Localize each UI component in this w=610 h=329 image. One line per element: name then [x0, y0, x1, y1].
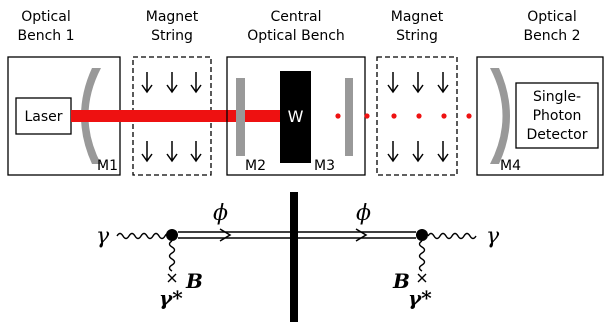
photon-in-label: γ — [96, 224, 110, 249]
mirror-m2 — [236, 78, 245, 156]
axion-arrow-left-icon — [219, 228, 232, 242]
left-vertex — [166, 229, 178, 241]
field-arrow-icon — [387, 72, 399, 94]
laser-beam — [71, 110, 284, 122]
optical-bench-1-title-line1: Optical — [21, 9, 70, 25]
detector-box — [515, 82, 599, 149]
field-right-label: B — [392, 269, 410, 293]
wall — [280, 71, 311, 163]
field-arrow-icon — [387, 141, 399, 163]
mirror-m1 — [81, 68, 101, 164]
mirror-m2-label: M2 — [245, 158, 266, 174]
axion-arrow-right-icon — [355, 228, 368, 242]
field-arrow-icon — [141, 141, 153, 163]
magnet-string-1-title-line1: Magnet — [146, 9, 199, 25]
optical-bench-2-title-line2: Bench 2 — [523, 28, 580, 44]
magnet-string-2 — [364, 56, 472, 176]
outgoing-photon-line — [427, 232, 477, 240]
wall-label: W — [288, 107, 304, 126]
mirror-m4 — [490, 68, 510, 164]
field-left-label: B — [185, 269, 203, 293]
right-virtual-photon-line — [418, 240, 426, 272]
photon-out-label: γ — [486, 224, 500, 249]
feynman-diagram: γ B γ* ϕ ϕ γ B γ* — [96, 192, 500, 322]
regenerated-photon-dot — [391, 113, 397, 119]
field-arrow-icon — [412, 72, 424, 94]
field-arrow-icon — [141, 72, 153, 94]
optical-bench-1: Laser M1 — [7, 56, 121, 176]
detector-label-line3: Detector — [526, 127, 587, 143]
central-optical-bench: M2 W M3 — [226, 56, 366, 176]
magnet-string-1-title-line2: String — [151, 28, 193, 44]
laser-box — [15, 97, 72, 135]
axion-right-label: ϕ — [356, 201, 371, 226]
magnet-string-2-title-line1: Magnet — [391, 9, 444, 25]
detector-label-line1: Single- — [533, 89, 581, 105]
magnet-string-2-arrows — [387, 72, 449, 163]
central-bench-title-line2: Optical Bench — [247, 28, 345, 44]
virtual-photon-right-label: γ* — [408, 286, 432, 310]
mirror-m4-label: M4 — [500, 158, 521, 174]
header-labels: Optical Bench 1 Magnet String Central Op… — [17, 9, 580, 44]
optical-bench-2: M4 Single- Photon Detector — [476, 56, 604, 176]
axion-left-label: ϕ — [213, 201, 228, 226]
field-arrow-icon — [412, 141, 424, 163]
field-arrow-icon — [190, 72, 202, 94]
right-vertex — [416, 229, 428, 241]
field-arrow-icon — [166, 141, 178, 163]
magnet-string-1-arrows — [141, 72, 202, 163]
mirror-m3-label: M3 — [314, 158, 335, 174]
feynman-wall — [290, 192, 298, 322]
regenerated-photon-dot — [364, 113, 370, 119]
regenerated-photon-dot — [441, 113, 447, 119]
left-virtual-photon-line — [168, 240, 176, 272]
regenerated-photon-dot — [416, 113, 422, 119]
laser-label: Laser — [24, 109, 62, 125]
regenerated-photon-dots — [364, 113, 472, 119]
field-arrow-icon — [190, 141, 202, 163]
regenerated-photon-dot — [466, 113, 472, 119]
virtual-photon-left-label: γ* — [159, 286, 183, 310]
magnet-string-2-frame — [376, 56, 458, 176]
mirror-m1-label: M1 — [97, 158, 118, 174]
optical-bench-2-title-line1: Optical — [527, 9, 576, 25]
field-arrow-icon — [166, 72, 178, 94]
field-arrow-icon — [437, 141, 449, 163]
right-field-cross-icon — [417, 273, 427, 283]
field-arrow-icon — [437, 72, 449, 94]
central-bench-title-line1: Central — [271, 9, 322, 25]
detector-label-line2: Photon — [533, 108, 582, 124]
mirror-m3 — [345, 78, 353, 156]
magnet-string-2-title-line2: String — [396, 28, 438, 44]
regenerated-photon-dot — [335, 113, 341, 119]
optical-bench-2-frame — [476, 56, 604, 176]
left-field-cross-icon — [167, 273, 177, 283]
optical-bench-1-title-line2: Bench 1 — [17, 28, 74, 44]
